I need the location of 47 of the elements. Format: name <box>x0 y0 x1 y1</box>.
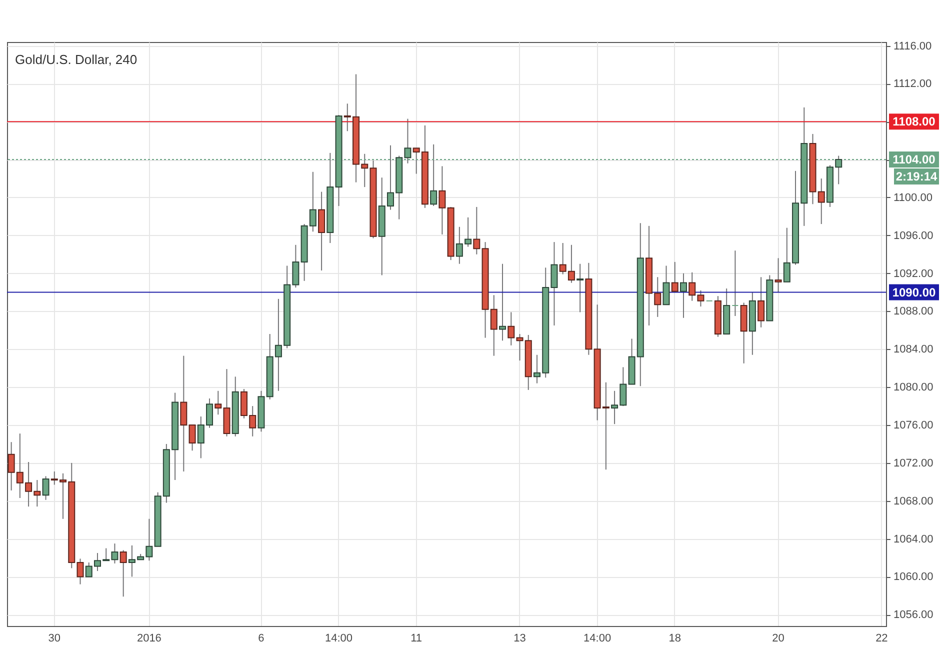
candlestick <box>473 206 480 255</box>
candlestick <box>214 390 222 416</box>
y-tick-label: 1076.00 <box>894 420 934 432</box>
candlestick <box>318 191 326 271</box>
candlestick <box>671 261 678 293</box>
y-tick-label: 1088.00 <box>894 306 934 318</box>
x-tick-label: 6 <box>258 632 264 644</box>
y-tick-label: 1068.00 <box>894 495 934 508</box>
y-tick-label: 1056.00 <box>894 609 934 622</box>
x-tick-label: 30 <box>48 632 61 644</box>
candlestick <box>508 312 515 346</box>
x-tick-label: 22 <box>876 632 888 644</box>
candlestick <box>774 258 782 293</box>
y-tick-label: 1060.00 <box>894 571 934 584</box>
text: Gold/U.S. Dollar, 240 <box>15 52 138 67</box>
y-tick-label: 1112.00 <box>894 78 932 90</box>
y-tick-label: 1084.00 <box>894 344 934 356</box>
candlestick <box>576 263 584 313</box>
x-tick-label: 11 <box>410 632 422 644</box>
y-tick-label: 1072.00 <box>894 457 934 470</box>
candlestick <box>732 250 739 316</box>
y-tick-label: 1116.00 <box>894 40 932 52</box>
candlestick <box>76 558 84 585</box>
y-tick-label: 1080.00 <box>894 382 934 394</box>
y-tick-label: 1096.00 <box>894 230 934 242</box>
x-tick-label: 2016 <box>136 632 162 644</box>
ref-line-label: 1090.00 <box>892 285 936 300</box>
y-tick-label: 1100.00 <box>894 192 932 204</box>
x-tick-label: 13 <box>514 632 526 644</box>
candlestick <box>188 424 196 452</box>
ref-line-label: 1108.00 <box>892 114 936 129</box>
candlestick <box>499 263 506 342</box>
candlestick <box>120 550 127 598</box>
ref-line-label: 1104.00 <box>892 152 936 167</box>
x-tick-label: 14:00 <box>325 632 353 644</box>
candlestick <box>662 265 670 306</box>
candlestick <box>438 166 446 235</box>
candlestick <box>758 276 765 328</box>
text: 2:19:14 <box>896 170 938 184</box>
candlestick <box>180 355 188 472</box>
x-tick-label: 20 <box>772 632 784 644</box>
y-tick-label: 1092.00 <box>894 268 934 280</box>
candlestick <box>42 476 50 500</box>
x-tick-label: 18 <box>668 632 681 644</box>
candlestick <box>680 272 687 318</box>
y-tick-label: 1064.00 <box>894 533 934 546</box>
x-tick-label: 14:00 <box>584 632 612 644</box>
